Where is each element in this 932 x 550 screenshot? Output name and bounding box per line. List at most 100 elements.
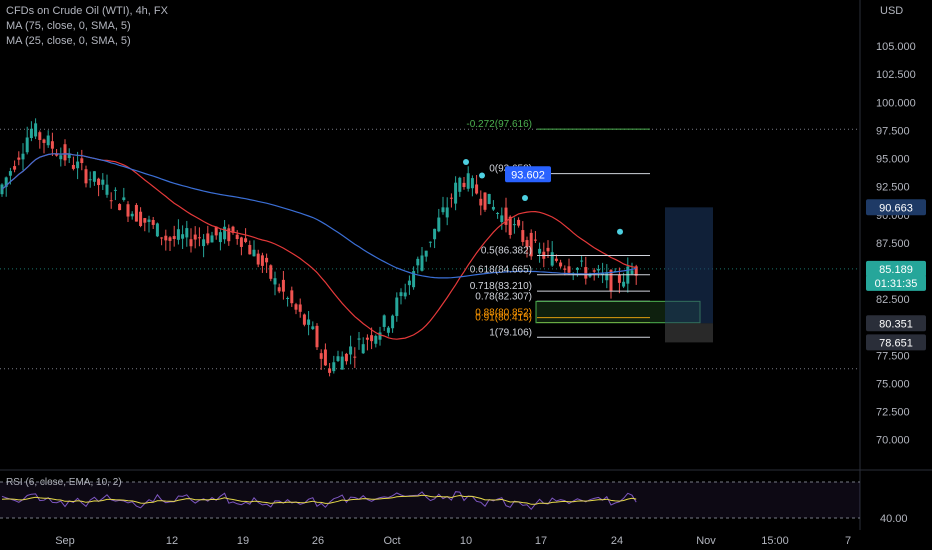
candle-body xyxy=(214,226,218,236)
price-tag-label: 90.663 xyxy=(879,202,913,214)
candle-body xyxy=(231,226,235,233)
candle-body xyxy=(496,213,500,215)
candle-body xyxy=(491,206,495,210)
rsi-line xyxy=(1,491,637,511)
target-zone xyxy=(665,207,713,324)
candle-body xyxy=(244,238,248,242)
candle-body xyxy=(378,332,382,340)
candle-body xyxy=(609,270,613,292)
candle-body xyxy=(466,173,470,189)
candle-body xyxy=(223,226,227,240)
candle-body xyxy=(185,228,189,238)
candle-body xyxy=(155,223,159,237)
candle-body xyxy=(307,319,311,325)
candle-body xyxy=(332,362,336,372)
currency-label: USD xyxy=(880,5,903,17)
candle-body xyxy=(21,153,25,160)
symbol-legend[interactable]: CFDs on Crude Oil (WTI), 4h, FX xyxy=(6,5,168,17)
candle-body xyxy=(386,327,390,333)
candle-body xyxy=(357,338,361,340)
candle-body xyxy=(302,314,306,325)
candle-body xyxy=(46,135,50,146)
candle-body xyxy=(605,272,609,281)
candle-body xyxy=(475,184,479,194)
candle-body xyxy=(67,153,71,159)
fib-level-label: 0.618(84.665) xyxy=(470,265,532,276)
candle-body xyxy=(34,123,38,137)
y-tick-label: 95.000 xyxy=(876,154,910,166)
x-tick-label: Sep xyxy=(55,535,75,547)
candle-body xyxy=(622,281,626,287)
ma-75-legend[interactable]: MA (75, close, 0, SMA, 5) xyxy=(6,20,131,32)
candle-body xyxy=(584,267,588,279)
x-tick-label: 19 xyxy=(237,535,249,547)
candle-body xyxy=(4,177,8,187)
candle-body xyxy=(458,177,462,192)
candle-body xyxy=(97,178,101,186)
signal-marker-icon xyxy=(617,228,623,235)
candle-body xyxy=(521,230,525,242)
candle-body xyxy=(50,141,54,149)
candle-body xyxy=(559,262,563,267)
candle-body xyxy=(193,234,197,240)
candle-body xyxy=(256,253,260,265)
price-tag-label: 80.351 xyxy=(879,318,913,330)
candle-body xyxy=(130,213,134,217)
candle-body xyxy=(428,241,432,243)
candle-body xyxy=(0,184,4,195)
x-tick-label: Nov xyxy=(696,535,716,547)
candle-body xyxy=(76,161,80,169)
ma-25-legend[interactable]: MA (25, close, 0, SMA, 5) xyxy=(6,35,131,47)
candle-body xyxy=(525,240,529,248)
signal-marker-icon xyxy=(463,159,469,166)
candle-body xyxy=(134,204,138,222)
candle-body xyxy=(395,297,399,316)
candle-body xyxy=(248,244,252,255)
candle-body xyxy=(71,164,75,169)
candle-body xyxy=(38,132,42,140)
candle-body xyxy=(164,235,168,241)
candle-body xyxy=(109,200,113,202)
y-tick-label: 100.000 xyxy=(876,97,916,109)
x-tick-label: 10 xyxy=(460,535,472,547)
candle-body xyxy=(479,198,483,206)
fib-level-label: 0.91(80.415) xyxy=(475,313,532,324)
candle-body xyxy=(17,157,21,160)
candle-body xyxy=(399,292,403,297)
candle-body xyxy=(538,248,542,254)
candle-body xyxy=(517,219,521,226)
candle-body xyxy=(206,233,210,244)
candle-body xyxy=(8,171,12,176)
x-tick-label: 24 xyxy=(611,535,623,547)
y-tick-label: 77.500 xyxy=(876,350,910,362)
signal-marker-icon xyxy=(522,195,528,202)
candle-body xyxy=(227,228,231,242)
rsi-legend[interactable]: RSI (6, close, EMA, 10, 2) xyxy=(6,477,122,488)
candle-body xyxy=(596,268,600,271)
rsi-ma-line xyxy=(1,494,637,505)
candle-body xyxy=(290,290,294,304)
candle-body xyxy=(424,250,428,257)
candle-body xyxy=(403,292,407,297)
candle-body xyxy=(311,326,315,330)
price-tag-bg xyxy=(866,274,926,291)
y-tick-label: 97.500 xyxy=(876,125,910,137)
price-tag-label: 01:31:35 xyxy=(875,278,918,290)
candle-body xyxy=(462,182,466,188)
candle-body xyxy=(63,144,67,161)
candle-body xyxy=(563,268,567,270)
y-tick-label: 92.500 xyxy=(876,182,910,194)
candle-body xyxy=(269,265,273,279)
candle-body xyxy=(391,315,395,329)
candle-body xyxy=(122,197,126,200)
candle-body xyxy=(113,189,117,191)
y-tick-label: 102.500 xyxy=(876,69,916,81)
candle-body xyxy=(567,266,571,273)
candle-body xyxy=(210,235,214,243)
candle-body xyxy=(202,239,206,247)
candle-body xyxy=(176,229,180,240)
candle-body xyxy=(160,237,164,239)
candle-body xyxy=(412,271,416,288)
